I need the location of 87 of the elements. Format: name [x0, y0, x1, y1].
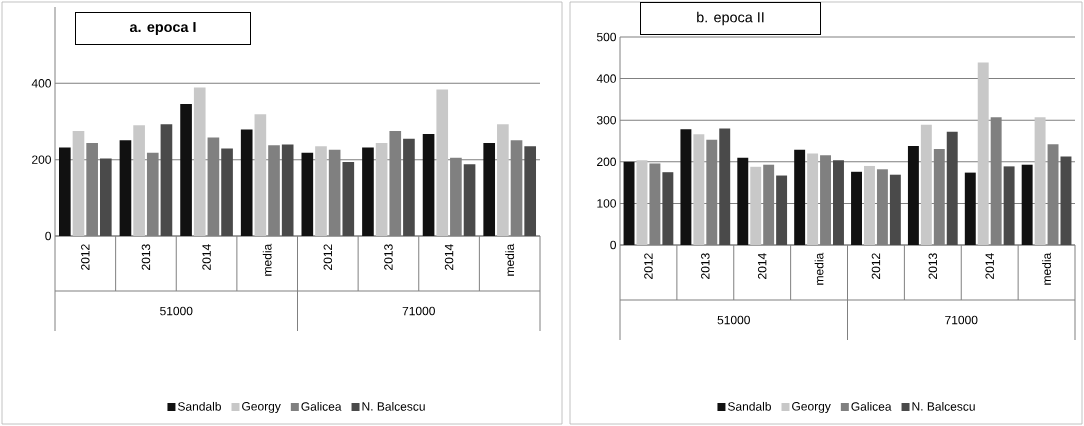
bar: [776, 175, 788, 245]
legend-label: Sandalb: [728, 401, 771, 411]
bar: [119, 140, 132, 236]
bar: [436, 89, 449, 236]
text: a. epoca I: [129, 22, 196, 35]
bar: [864, 165, 875, 245]
bar: [623, 161, 635, 245]
bar: [680, 129, 692, 245]
bar: [180, 103, 192, 236]
bar: [160, 124, 173, 236]
bar: [907, 145, 919, 245]
bar: [362, 147, 374, 236]
x-tick-label: 2013: [384, 244, 393, 270]
legend-label: N. Balcescu: [362, 401, 425, 411]
x-tick-label: 2014: [757, 253, 767, 279]
y-tick-label: 100: [597, 199, 617, 208]
bar: [315, 146, 327, 236]
bar: [1003, 166, 1015, 245]
x-tick-label: media: [262, 243, 272, 276]
bar: [72, 131, 85, 236]
x-tick-label: media: [505, 243, 515, 276]
bar: [254, 114, 267, 236]
text: 51000: [717, 315, 750, 325]
bar: [693, 134, 705, 245]
y-tick-label: 400: [596, 74, 617, 83]
x-tick-label: 2013: [701, 253, 710, 279]
text: 71000: [402, 306, 435, 316]
bar: [463, 164, 476, 236]
bar: [221, 148, 233, 236]
bar: [851, 171, 862, 245]
bar: [301, 152, 314, 236]
x-tick-label: media: [1042, 252, 1051, 285]
x-tick-label: 2012: [644, 253, 653, 279]
x-tick-label: 2013: [928, 253, 938, 279]
legend-label: Galicea: [301, 401, 342, 411]
x-tick-label: 2014: [985, 253, 994, 279]
x-tick-label: 2012: [323, 244, 333, 270]
bar: [964, 172, 976, 245]
x-tick-label: 2012: [871, 253, 881, 279]
bar: [193, 87, 206, 236]
bar: [497, 124, 509, 236]
legend-label: Galicea: [851, 401, 892, 411]
bar: [375, 142, 388, 236]
legend-label: Georgy: [792, 402, 831, 413]
bar: [524, 146, 537, 236]
x-tick-label: 2012: [81, 244, 90, 270]
bar: [483, 142, 496, 236]
bar: [99, 158, 112, 236]
bar: [240, 129, 253, 236]
y-tick-label: 200: [32, 155, 51, 164]
bar: [719, 128, 731, 245]
bar: [342, 161, 355, 236]
text: 51000: [160, 306, 193, 316]
y-tick-label: 500: [596, 32, 617, 42]
bar: [977, 62, 989, 245]
bar: [422, 134, 435, 236]
x-tick-label: 2014: [202, 244, 211, 270]
bar: [133, 125, 145, 236]
bar: [59, 147, 71, 236]
y-tick-label: 300: [596, 115, 617, 125]
bar: [1060, 156, 1072, 245]
chart-title: b. epoca II: [697, 11, 764, 26]
bar: [920, 124, 932, 245]
legend-label: N. Balcescu: [912, 401, 975, 411]
legend-label: Sandalb: [178, 401, 221, 411]
bar: [794, 149, 806, 245]
bar: [662, 172, 674, 245]
bar: [281, 144, 294, 236]
bar: [1034, 117, 1046, 245]
y-tick-label: 0: [45, 231, 52, 241]
bar: [807, 153, 819, 245]
y-tick-label: 200: [597, 157, 617, 167]
legend-label: Georgy: [242, 402, 281, 413]
bar: [833, 160, 844, 245]
x-tick-label: 2013: [141, 244, 151, 270]
bar: [889, 174, 901, 245]
bar: [946, 131, 958, 245]
x-tick-label: 2014: [444, 244, 454, 270]
x-tick-label: media: [814, 252, 824, 285]
bar: [1021, 164, 1033, 245]
y-tick-label: 0: [610, 240, 617, 250]
bar: [636, 160, 648, 245]
bar: [403, 138, 415, 236]
bar: [750, 166, 762, 245]
bar: [737, 157, 749, 245]
text: 71000: [945, 315, 978, 325]
y-tick-label: 400: [31, 79, 51, 88]
